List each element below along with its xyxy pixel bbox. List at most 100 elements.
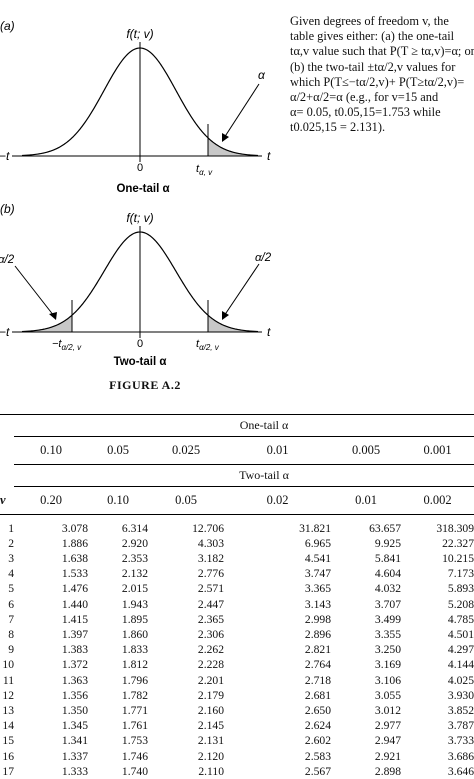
table-nu-cell: 5: [8, 582, 14, 596]
panel-a-right-tick: t: [267, 149, 271, 163]
nu-heading: v: [0, 486, 14, 515]
panel-b-left-tick: −t: [0, 325, 10, 339]
table-value-cell: 2.131: [197, 734, 224, 748]
table-value-cell: 2.898: [374, 764, 401, 778]
table-nu-cell: 8: [8, 627, 14, 641]
panel-b-neg-crit-label: −tα/2, v: [52, 338, 82, 352]
description-line: α= 0.05, t0.05,15=1.753 while: [290, 105, 441, 120]
table-value-cell: 2.365: [197, 612, 224, 626]
description-line: Given degrees of freedom v, the: [290, 14, 449, 28]
table-value-cell: 2.145: [197, 719, 224, 733]
table-value-cell: 4.025: [447, 673, 474, 687]
two-tail-heading-row: Two-tail α: [0, 464, 474, 487]
table-value-cell: 2.015: [121, 582, 148, 596]
table-value-cell: 1.341: [61, 734, 88, 748]
two-tail-alpha: 0.20: [14, 486, 88, 515]
panel-a-caption: One-tail α: [116, 183, 169, 195]
two-tail-alpha: 0.002: [401, 486, 474, 515]
figure-a: (a) f(t; v) α −t t 0 tα, v One-tail α: [0, 19, 271, 195]
table-value-cell: 12.706: [192, 521, 224, 535]
table-value-cell: 6.314: [121, 521, 148, 535]
table-value-cell: 1.740: [121, 764, 148, 778]
table-row: 7 1.415 1.895 2.365 2.998 3.499 4.785: [0, 612, 474, 627]
two-tail-alpha: 0.01: [331, 486, 401, 515]
panel-b-zero-label: 0: [137, 338, 143, 350]
table-value-cell: 4.501: [447, 627, 474, 641]
two-tail-alpha-row: v 0.20 0.10 0.05 0.02 0.01 0.002: [0, 486, 474, 515]
table-value-cell: 1.337: [61, 749, 88, 763]
table-value-cell: 2.306: [197, 627, 224, 641]
description-line: which P(T≤−tα/2,v)+ P(T≥tα/2,v)=: [290, 74, 465, 89]
table-value-cell: 1.372: [61, 658, 88, 672]
table-value-cell: 1.771: [121, 703, 148, 717]
table-value-cell: 1.356: [61, 688, 88, 702]
table-row: 3 1.638 2.353 3.182 4.541 5.841 10.215: [0, 551, 474, 566]
table-value-cell: 1.782: [121, 688, 148, 702]
table-value-cell: 2.201: [197, 673, 224, 687]
table-value-cell: 1.860: [121, 627, 148, 641]
panel-b-right-tick: t: [267, 325, 271, 339]
table-value-cell: 1.383: [61, 643, 88, 657]
table-value-cell: 2.567: [304, 764, 331, 778]
one-tail-heading-row: One-tail α: [0, 414, 474, 437]
table-value-cell: 4.032: [374, 582, 401, 596]
two-tail-alpha: 0.05: [148, 486, 224, 515]
table-value-cell: 2.179: [197, 688, 224, 702]
panel-b-left-alpha-label: α/2: [0, 254, 15, 266]
one-tail-alpha: 0.10: [40, 443, 62, 457]
panel-b-left-arrow-head: [49, 312, 57, 320]
table-value-cell: 1.350: [61, 703, 88, 717]
table-nu-cell: 14: [2, 719, 14, 733]
table-nu-cell: 6: [8, 597, 14, 611]
table-value-cell: 4.541: [304, 551, 331, 565]
table-value-cell: 2.571: [197, 582, 224, 596]
table-value-cell: 2.821: [304, 643, 331, 657]
table-value-cell: 3.686: [447, 749, 474, 763]
panel-a-alpha-label: α: [258, 68, 266, 82]
table-value-cell: 2.764: [304, 658, 331, 672]
panel-a-right-tail-area: [208, 137, 258, 156]
table-value-cell: 1.397: [61, 627, 88, 641]
table-value-cell: 3.499: [374, 612, 401, 626]
one-tail-alpha: 0.025: [171, 443, 201, 457]
table-nu-cell: 3: [8, 551, 14, 565]
t-distribution-table: One-tail α 0.10 0.05 0.025 0.01 0.005 0.…: [0, 414, 474, 779]
table-value-cell: 2.160: [197, 703, 224, 717]
table-nu-cell: 11: [2, 673, 14, 687]
description-text: Given degrees of freedom v, the table gi…: [290, 14, 474, 136]
table-value-cell: 2.228: [197, 658, 224, 672]
table-value-cell: 1.812: [121, 658, 148, 672]
table-value-cell: 2.896: [304, 627, 331, 641]
figure-b: (b) f(t; v) α/2 α/2 −t t 0 −tα/2, v tα/2…: [0, 202, 272, 368]
table-value-cell: 1.345: [61, 719, 88, 733]
table-value-cell: 1.886: [61, 536, 88, 550]
table-value-cell: 1.638: [61, 551, 88, 565]
panel-b-right-arrow: [223, 263, 260, 317]
panel-b-label: (b): [0, 202, 15, 216]
panel-a-zero-label: 0: [137, 162, 143, 174]
table-value-cell: 3.365: [304, 582, 331, 596]
panel-a-y-axis-label: f(t; v): [126, 27, 153, 41]
table-value-cell: 1.796: [121, 673, 148, 687]
two-tail-heading: Two-tail α: [14, 464, 474, 487]
table-value-cell: 2.110: [198, 764, 224, 778]
two-tail-alpha: 0.02: [224, 486, 331, 515]
two-tail-alpha: 0.10: [88, 486, 148, 515]
panel-a-crit-label: tα, v: [196, 163, 213, 177]
panel-a-alpha-arrow: [223, 83, 260, 139]
table-value-cell: 2.353: [121, 551, 148, 565]
one-tail-heading: One-tail α: [14, 414, 474, 437]
table-nu-cell: 7: [8, 612, 14, 626]
table-value-cell: 1.333: [61, 764, 88, 778]
table-value-cell: 9.925: [374, 536, 401, 550]
table-value-cell: 22.327: [442, 536, 474, 550]
table-value-cell: 1.746: [121, 749, 148, 763]
panel-b-pos-crit-label: tα/2, v: [196, 338, 220, 352]
table-value-cell: 3.355: [374, 627, 401, 641]
table-row: 6 1.440 1.943 2.447 3.143 3.707 5.208: [0, 597, 474, 612]
table-value-cell: 4.604: [374, 567, 401, 581]
table-value-cell: 3.169: [374, 658, 401, 672]
table-value-cell: 1.363: [61, 673, 88, 687]
table-value-cell: 2.650: [304, 703, 331, 717]
panel-b-left-tail-area: [22, 315, 72, 332]
